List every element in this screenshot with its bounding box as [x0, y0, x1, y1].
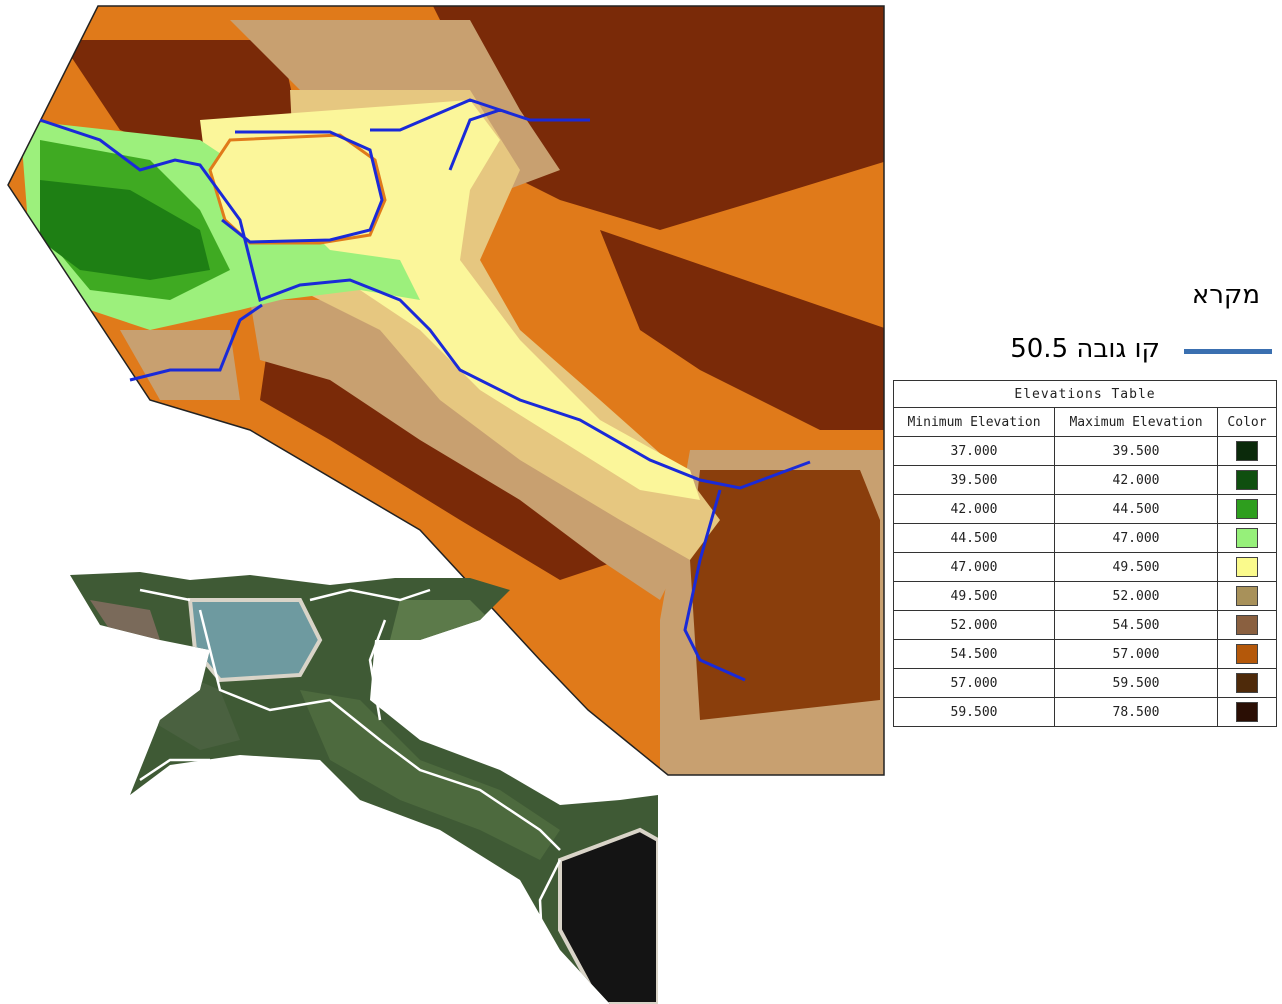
color-cell	[1217, 494, 1277, 524]
legend-contour-swatch	[1184, 349, 1272, 354]
table-title: Elevations Table	[893, 380, 1277, 408]
color-cell	[1217, 552, 1277, 582]
color-swatch	[1236, 499, 1258, 519]
max-elevation-cell: 44.500	[1054, 494, 1218, 524]
min-elevation-cell: 52.000	[893, 610, 1055, 640]
max-elevation-cell: 42.000	[1054, 465, 1218, 495]
color-swatch	[1236, 615, 1258, 635]
header-max-elevation: Maximum Elevation	[1054, 407, 1218, 437]
color-cell	[1217, 581, 1277, 611]
min-elevation-cell: 49.500	[893, 581, 1055, 611]
min-elevation-cell: 47.000	[893, 552, 1055, 582]
color-cell	[1217, 465, 1277, 495]
inset-white-path	[139, 588, 562, 1004]
color-cell	[1217, 610, 1277, 640]
color-cell	[1217, 639, 1277, 669]
table-row: 57.000 59.500	[893, 668, 1277, 698]
color-swatch	[1236, 586, 1258, 606]
color-swatch	[1236, 644, 1258, 664]
legend-contour-label: קו גובה 50.5	[1010, 334, 1160, 364]
min-elevation-cell: 59.500	[893, 697, 1055, 727]
elevation-raster	[8, 6, 884, 775]
table-row: 47.000 49.500	[893, 552, 1277, 582]
max-elevation-cell: 54.500	[1054, 610, 1218, 640]
color-cell	[1217, 668, 1277, 698]
table-row: 52.000 54.500	[893, 610, 1277, 640]
color-cell	[1217, 697, 1277, 727]
max-elevation-cell: 59.500	[1054, 668, 1218, 698]
color-cell	[1217, 523, 1277, 553]
table-row: 59.500 78.500	[893, 697, 1277, 727]
table-row: 42.000 44.500	[893, 494, 1277, 524]
color-swatch	[1236, 470, 1258, 490]
min-elevation-cell: 37.000	[893, 436, 1055, 466]
max-elevation-cell: 52.000	[1054, 581, 1218, 611]
table-row: 37.000 39.500	[893, 436, 1277, 466]
max-elevation-cell: 57.000	[1054, 639, 1218, 669]
header-min-elevation: Minimum Elevation	[893, 407, 1055, 437]
header-color: Color	[1217, 407, 1277, 437]
min-elevation-cell: 54.500	[893, 639, 1055, 669]
min-elevation-cell: 44.500	[893, 523, 1055, 553]
color-cell	[1217, 436, 1277, 466]
legend-contour-entry: קו גובה 50.5	[980, 334, 1280, 374]
contour-line-50-5	[39, 98, 811, 682]
color-swatch	[1236, 557, 1258, 577]
legend-title: מקרא	[1191, 280, 1260, 310]
elevations-table: Elevations Table Minimum Elevation Maxim…	[893, 380, 1277, 727]
color-swatch	[1236, 528, 1258, 548]
map-boundary	[7, 5, 885, 776]
color-swatch	[1236, 441, 1258, 461]
max-elevation-cell: 49.500	[1054, 552, 1218, 582]
min-elevation-cell: 42.000	[893, 494, 1055, 524]
min-elevation-cell: 57.000	[893, 668, 1055, 698]
max-elevation-cell: 39.500	[1054, 436, 1218, 466]
color-swatch	[1236, 673, 1258, 693]
max-elevation-cell: 78.500	[1054, 697, 1218, 727]
elevations-table-body: 37.000 39.500 39.500 42.000 42.000 44.500 44.5…	[893, 436, 1277, 727]
max-elevation-cell: 47.000	[1054, 523, 1218, 553]
min-elevation-cell: 39.500	[893, 465, 1055, 495]
table-row: 39.500 42.000	[893, 465, 1277, 495]
table-row: 54.500 57.000	[893, 639, 1277, 669]
table-row: 49.500 52.000	[893, 581, 1277, 611]
color-swatch	[1236, 702, 1258, 722]
table-row: 44.500 47.000	[893, 523, 1277, 553]
